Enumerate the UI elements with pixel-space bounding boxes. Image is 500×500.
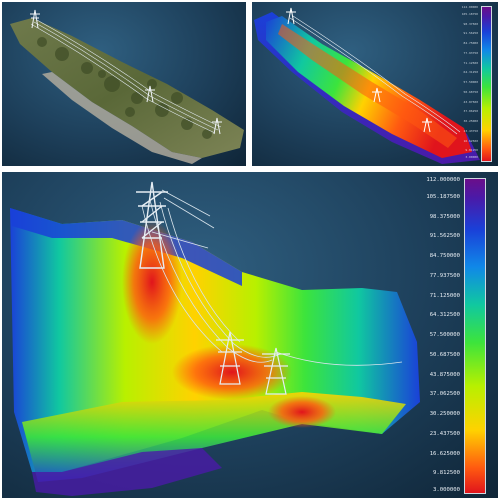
colorbar-tick-label: 50.687500 [429, 351, 460, 358]
colorbar-tick-label: 105.18750 [461, 11, 478, 16]
colorbar-tick-label: 3.00000 [465, 155, 478, 159]
colorbar-tick-label: 71.125000 [429, 292, 460, 299]
colorbar-tick-label: 57.50000 [463, 80, 478, 84]
panel-elevation-detail: 112.000000 105.187500 98.375000 91.562500 84… [0, 170, 500, 500]
colorbar-detail [464, 178, 486, 494]
colorbar-detail-labels: 112.000000 105.187500 98.375000 91.562500 84… [412, 177, 460, 494]
colorbar-tick-label: 77.937500 [429, 272, 460, 279]
colorbar-tick-label: 37.06250 [463, 109, 478, 114]
colorbar-tick-label: 16.62500 [463, 138, 478, 143]
panel-textured-terrain [0, 0, 248, 168]
terrain-edge [42, 72, 202, 164]
colorbar-tick-label: 71.12500 [463, 60, 478, 65]
colorbar-tick-label: 30.250000 [429, 411, 460, 417]
terrain-hot-corridor [278, 24, 457, 148]
colorbar-tick-label: 64.31250 [463, 70, 478, 75]
terrain-bottom-edge [32, 448, 222, 496]
colorbar-tick-label: 105.187500 [426, 193, 460, 200]
colorbar-tick-label: 37.062500 [429, 391, 460, 398]
colorbar-tick-label: 30.25000 [463, 119, 478, 123]
hot-zone-ridge [122, 220, 182, 344]
transmission-tower-icon [286, 7, 432, 133]
panel-elevation-overview: 112.00000 105.18750 98.37500 91.56250 84.750… [250, 0, 500, 168]
colorbar-overview-labels: 112.00000 105.18750 98.37500 91.56250 84.750… [452, 6, 478, 162]
colorbar-tick-label: 9.81250 [465, 148, 478, 153]
colorbar-tick-label: 84.75000 [463, 41, 478, 45]
colorbar-tick-label: 23.43750 [463, 128, 478, 133]
transmission-tower-icon [136, 181, 168, 269]
power-line-wires [289, 15, 461, 135]
elevation-detail-scene [10, 181, 420, 496]
colorbar-tick-label: 84.750000 [429, 253, 460, 259]
colorbar-tick-label: 23.437500 [429, 430, 460, 437]
colorbar-tick-label: 98.375000 [429, 213, 460, 220]
colorbar-tick-label: 50.68750 [463, 89, 478, 94]
colorbar-tick-label: 77.93750 [463, 50, 478, 55]
colorbar-tick-label: 91.56250 [463, 31, 478, 36]
colorbar-tick-label: 16.625000 [429, 450, 460, 457]
hot-zone-right [268, 396, 336, 428]
colorbar-tick-label: 43.87500 [463, 99, 478, 104]
colorbar-tick-label: 91.562500 [429, 233, 460, 240]
power-line-wires [141, 189, 403, 366]
transmission-tower-icon [216, 331, 244, 385]
terrain-back-edge [10, 208, 242, 286]
colorbar-tick-label: 112.00000 [461, 5, 478, 9]
transmission-tower-icon [262, 347, 290, 395]
colorbar-tick-label: 57.500000 [429, 332, 460, 338]
colorbar-tick-label: 98.37500 [463, 21, 478, 26]
textured-terrain-scene [10, 9, 244, 164]
transmission-tower-icon [30, 9, 222, 135]
colorbar-tick-label: 9.812500 [433, 470, 460, 477]
hot-zone-valley [172, 344, 292, 400]
colorbar-tick-label: 3.000000 [433, 487, 460, 493]
colorbar-tick-label: 43.875000 [429, 371, 460, 378]
vegetation-texture [37, 37, 212, 139]
colorbar-tick-label: 64.312500 [429, 312, 460, 319]
colorbar-overview [481, 6, 492, 162]
elevation-overview-scene [254, 7, 480, 164]
colorbar-tick-label: 112.000000 [426, 177, 460, 183]
